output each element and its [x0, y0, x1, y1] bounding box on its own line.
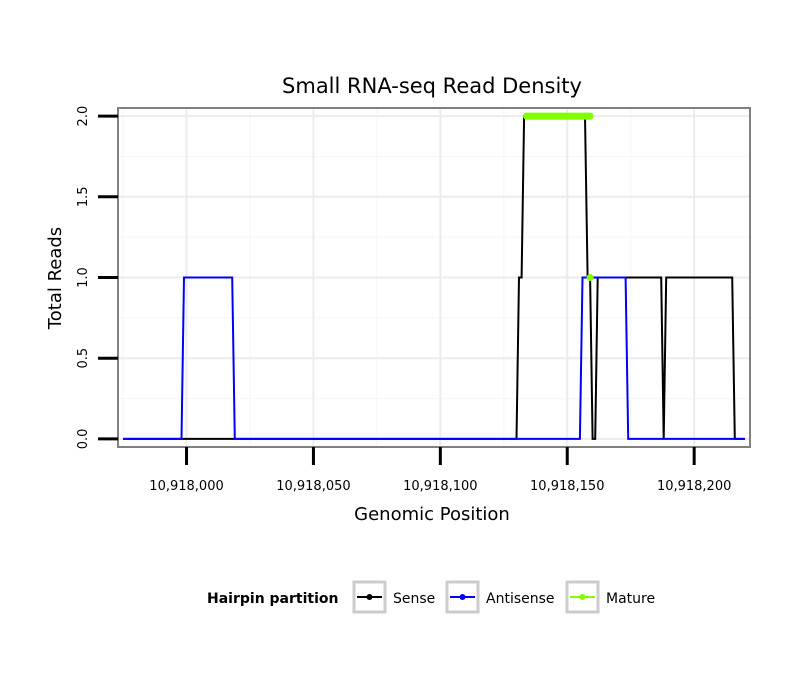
chart-title: Small RNA-seq Read Density — [282, 74, 582, 98]
series-line-sense — [123, 115, 745, 440]
x-tick-label: 10,918,200 — [657, 479, 731, 494]
y-axis: 0.0 0.5 1.0 1.5 2.0 — [76, 106, 118, 449]
legend-key-point — [459, 594, 466, 600]
y-tick-label: 0.0 — [76, 429, 91, 450]
x-tick-label: 10,918,100 — [403, 479, 477, 494]
x-axis: 10,918,000 10,918,050 10,918,100 10,918,150… — [149, 447, 731, 494]
series-line-antisense — [123, 276, 745, 440]
x-tick-label: 10,918,150 — [530, 479, 604, 494]
legend: Hairpin partition Sense Antisense Mature — [207, 580, 655, 614]
x-tick-label: 10,918,000 — [149, 479, 223, 494]
series-point-mature — [586, 274, 594, 281]
y-tick-label: 2.0 — [76, 106, 91, 127]
series-layer — [123, 112, 745, 440]
y-tick-label: 1.5 — [76, 186, 91, 207]
x-tick-label: 10,918,050 — [276, 479, 350, 494]
legend-label-mature: Mature — [606, 591, 655, 607]
legend-key-point — [366, 594, 373, 600]
y-tick-label: 1.0 — [76, 267, 91, 288]
legend-key-point — [579, 594, 586, 600]
legend-label-sense: Sense — [393, 591, 435, 607]
y-axis-title: Total Reads — [45, 227, 66, 330]
legend-label-antisense: Antisense — [486, 591, 555, 607]
legend-title: Hairpin partition — [207, 591, 338, 607]
x-axis-title: Genomic Position — [354, 504, 510, 525]
y-tick-label: 0.5 — [76, 348, 91, 369]
